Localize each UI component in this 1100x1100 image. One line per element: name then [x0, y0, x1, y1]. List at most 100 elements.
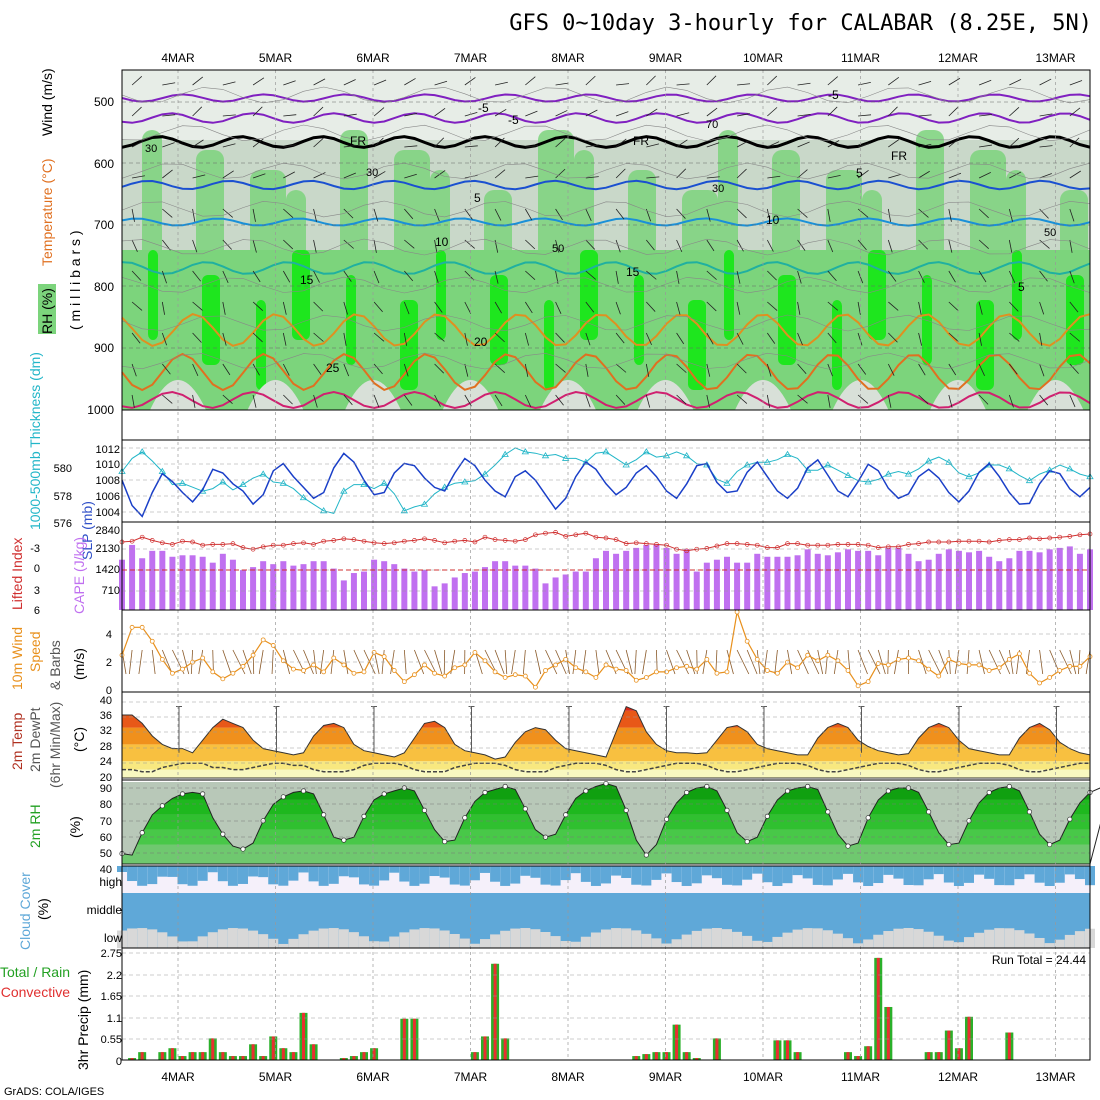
cloud-low-bar [197, 936, 208, 948]
wind-barb [131, 301, 143, 311]
lifted-index-point [472, 539, 478, 545]
cloud-low-bar [338, 929, 349, 948]
wind-tick: 2 [106, 657, 112, 669]
rh2m-axis-label: 2m RH [27, 804, 43, 848]
temp-axis-label: (6hr Min/Max) [47, 702, 63, 788]
lifted-index-axis-label: Lifted Index [9, 538, 25, 610]
cape-bar [1016, 550, 1023, 610]
rh-dry-layer [122, 70, 1090, 140]
cloud-high-bar [752, 866, 763, 874]
wind-barb [827, 106, 838, 117]
precip-convective-bar [181, 1056, 184, 1060]
isotherm-label: 15 [300, 273, 314, 287]
precip-convective-bar [140, 1052, 144, 1060]
cloud-low-bar [429, 928, 440, 948]
wind-speed-point [916, 658, 921, 664]
wind-barb [252, 394, 257, 408]
cloud-high-bar [883, 866, 894, 875]
wind-barb [524, 208, 533, 221]
date-top-label: 9MAR [649, 51, 683, 65]
cloud-low-bar [238, 928, 248, 948]
wind-barb [404, 208, 414, 220]
wind-barb [343, 332, 347, 346]
wind-speed-point [230, 670, 236, 676]
cape-bar [169, 556, 176, 610]
wind-barb [1069, 332, 1081, 342]
wind-barb [494, 270, 499, 284]
cloud-high-bar [812, 866, 823, 885]
lifted-index-point [180, 538, 185, 544]
wind-barb [373, 363, 383, 375]
wind-barb [403, 363, 409, 377]
rh-saturated-column [688, 300, 706, 390]
lifted-index-point [170, 542, 175, 547]
cloud-high-bar [157, 866, 168, 877]
precip-convective-bar [866, 1046, 870, 1060]
wind-barb [615, 332, 625, 344]
wind-speed-point [1037, 680, 1042, 686]
rh2m-point [321, 812, 327, 818]
lifted-index-point [230, 541, 236, 546]
wind-speed-point [1057, 668, 1063, 673]
wind-barb [524, 301, 533, 314]
cloud-high-bar [1064, 866, 1075, 875]
rh-saturated-column [436, 250, 446, 340]
cloud-high-bar [238, 866, 248, 884]
wind-barb [464, 77, 476, 86]
thickness-point [340, 487, 348, 494]
cape-bar [189, 555, 196, 610]
wind-barb [585, 332, 591, 346]
rh2m-tick: 50 [100, 848, 112, 860]
rh2m-point [482, 789, 488, 795]
cape-bar [552, 577, 559, 610]
wind-barb [706, 270, 717, 280]
pressure-tick: 500 [94, 95, 114, 109]
wind-barb [948, 106, 959, 117]
wind-barb [645, 363, 650, 377]
wind-barb [888, 106, 898, 117]
slp-tick: 1008 [96, 475, 120, 487]
wind-barb [555, 239, 560, 253]
rh-contour [121, 276, 1091, 294]
cape-bar [411, 571, 418, 610]
cloud-high-bar [187, 866, 198, 886]
cape-bar [421, 570, 428, 610]
wind-barb [464, 301, 472, 314]
wind-barb [1009, 332, 1020, 342]
precip-convective-bar [231, 1056, 235, 1060]
cape-bar [401, 568, 408, 610]
cloud-low-bar [782, 932, 793, 948]
wind-barb [282, 332, 287, 346]
wind-barb [494, 137, 505, 148]
rh-saturated-column [778, 275, 796, 365]
thickness-point [682, 452, 691, 459]
wind-barb [887, 239, 893, 253]
isotherm-line [121, 93, 1091, 103]
wind-barb [585, 301, 595, 313]
rh2m-point [1067, 816, 1073, 822]
temp-axis-label: (°C) [71, 727, 87, 752]
wind-speed-point [401, 679, 407, 685]
wind-barb [615, 208, 625, 220]
wind-barb [857, 169, 869, 179]
wind-speed-point [966, 662, 972, 668]
cape-bar [512, 565, 519, 610]
wind-barb [252, 270, 261, 283]
lifted-index-point [785, 541, 790, 546]
wind-speed-point [845, 668, 851, 673]
wind-barb [827, 175, 841, 179]
date-bottom-label: 13MAR [1035, 1070, 1075, 1084]
lifted-index-point [815, 542, 821, 548]
cloud-high-bar [449, 866, 460, 885]
wind-barb [434, 270, 439, 284]
surface-wind-barb [857, 649, 868, 675]
wind-barb [313, 239, 317, 253]
precip-tick: 1.65 [101, 991, 122, 1003]
wind-barb [373, 137, 384, 148]
wind-barb [525, 239, 536, 250]
wind-barb [161, 270, 167, 284]
cape-bar [955, 550, 962, 610]
cloud-low-bar [248, 930, 259, 948]
isotherm-label: 10 [766, 213, 780, 227]
wind-barb [827, 239, 834, 253]
